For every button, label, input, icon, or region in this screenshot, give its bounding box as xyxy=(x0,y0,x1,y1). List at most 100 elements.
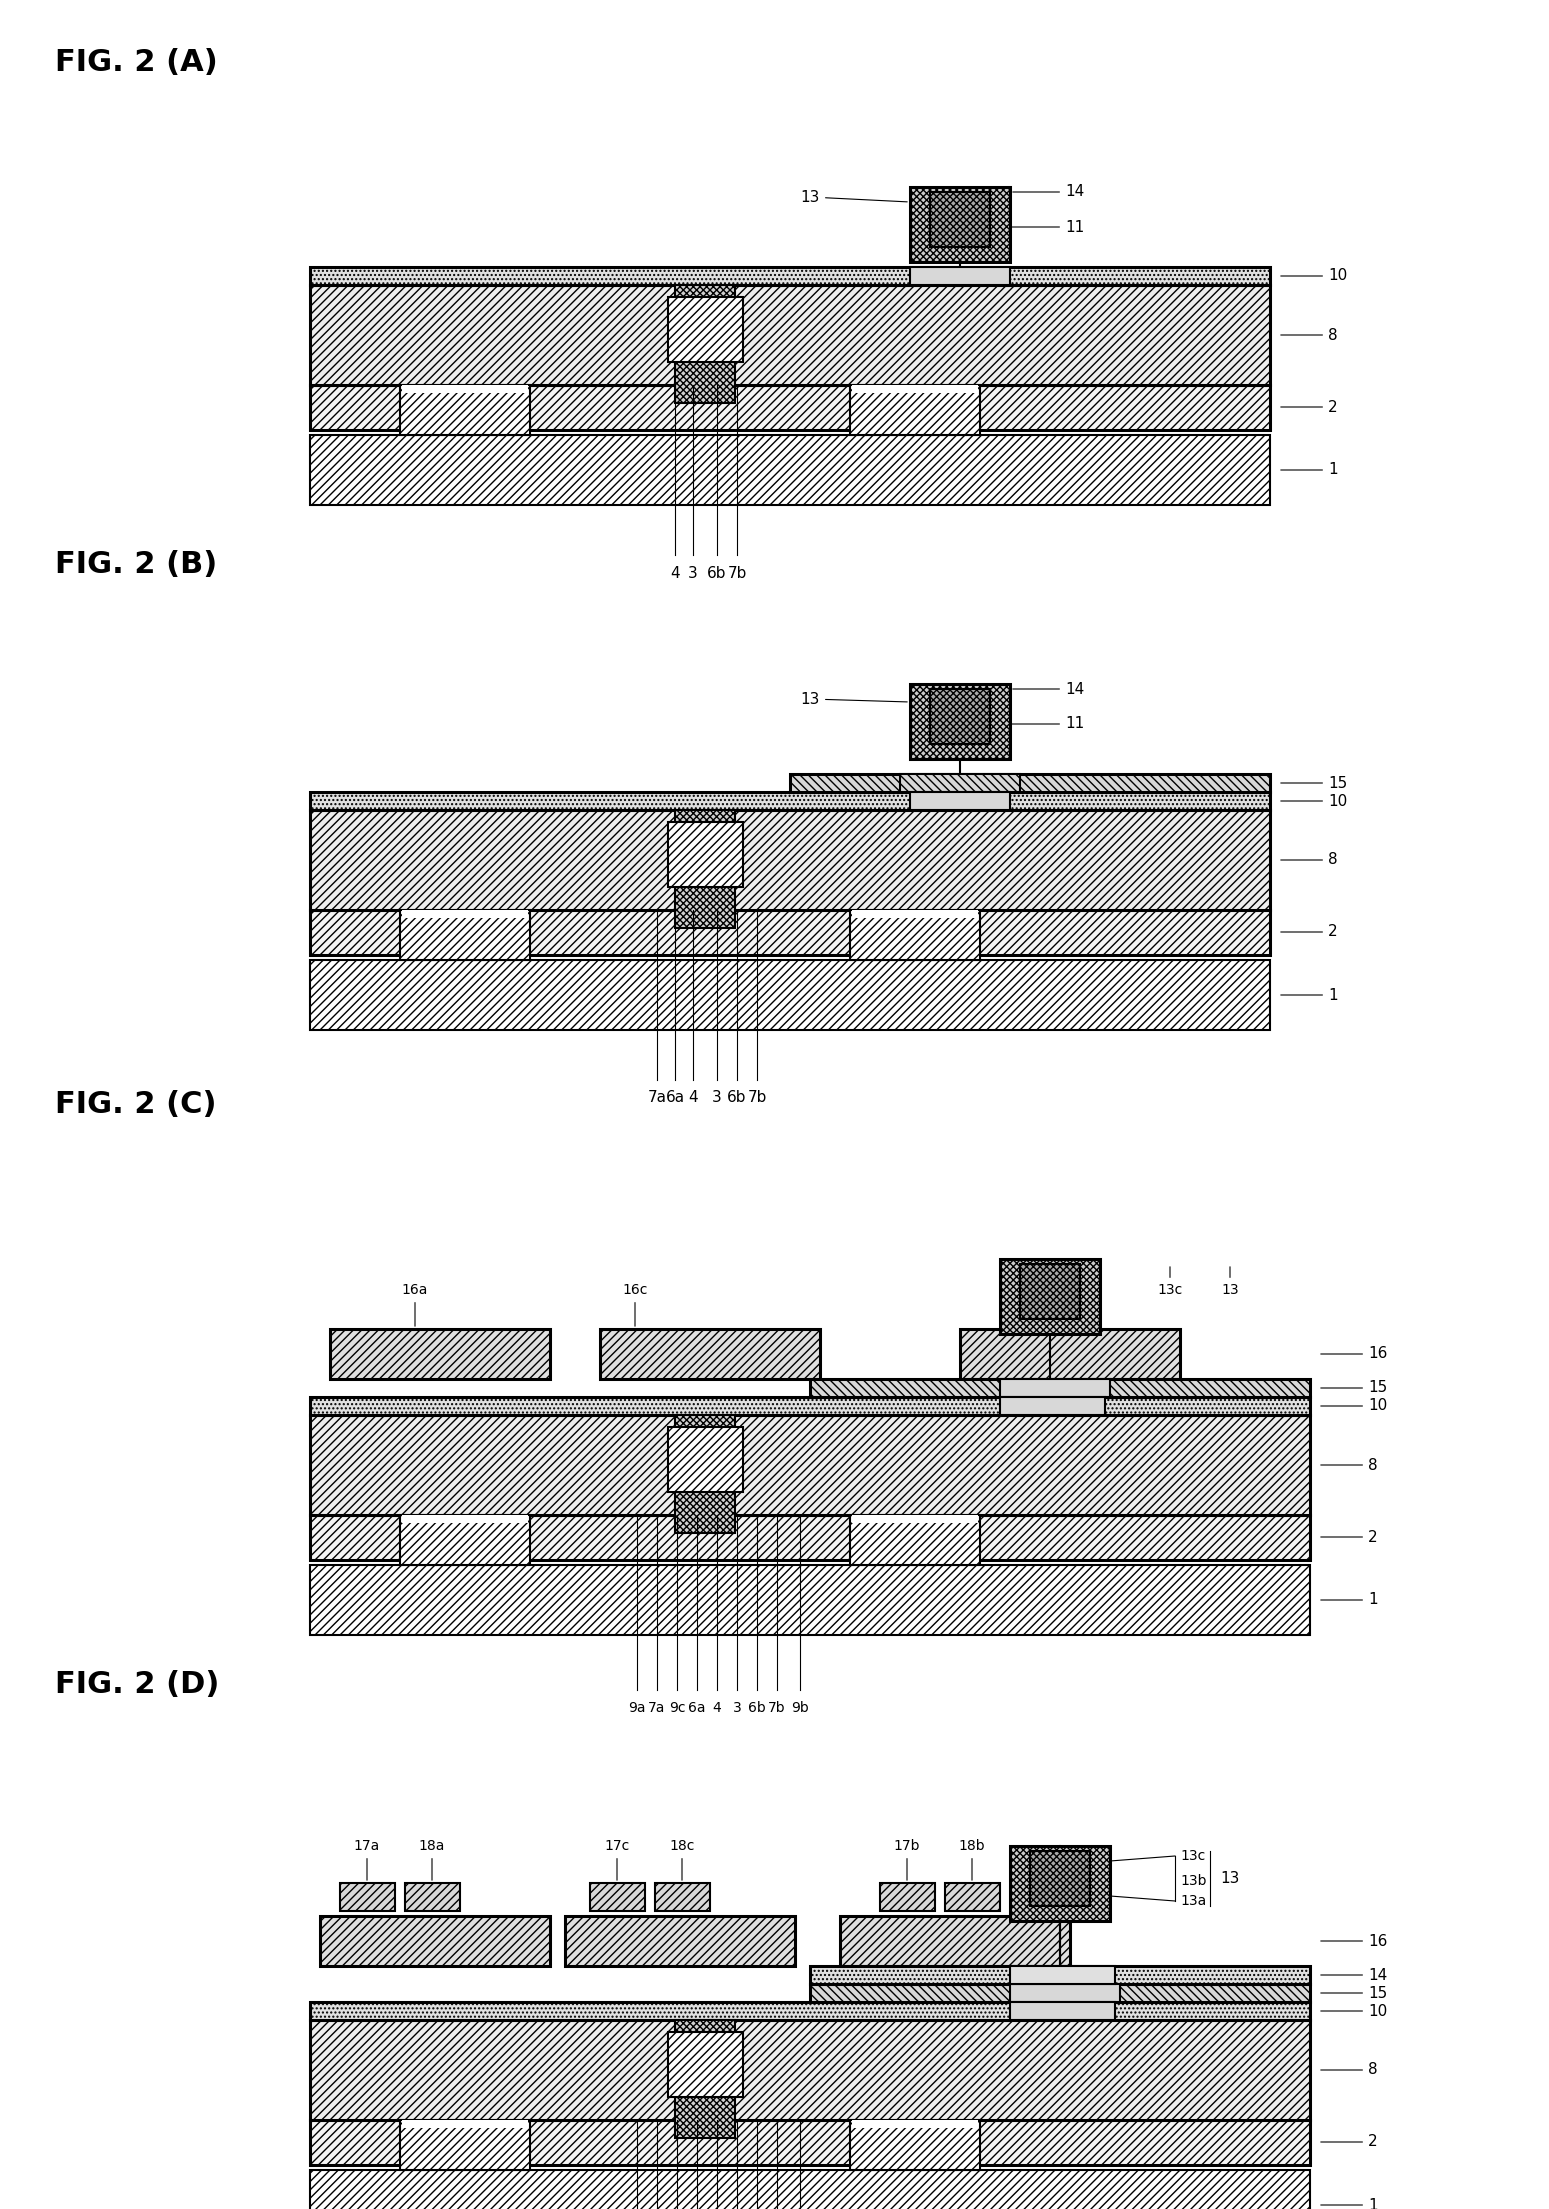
Bar xyxy=(1001,1396,1104,1416)
Bar xyxy=(668,822,744,888)
Text: 11: 11 xyxy=(1036,1845,1060,1977)
Bar xyxy=(675,811,734,928)
Text: 8: 8 xyxy=(1281,327,1338,342)
Bar xyxy=(909,685,1010,760)
Text: 1: 1 xyxy=(1321,2198,1377,2209)
Text: 9c: 9c xyxy=(669,1701,685,1714)
Text: 15: 15 xyxy=(1321,1986,1388,2001)
Bar xyxy=(310,811,1270,910)
Bar xyxy=(400,2121,530,2169)
Bar xyxy=(403,2121,528,2127)
Bar xyxy=(404,1882,460,1911)
Bar xyxy=(310,1416,1310,1515)
Bar xyxy=(310,435,1270,506)
Bar xyxy=(929,192,990,247)
Text: 7a: 7a xyxy=(649,1701,666,1714)
Bar xyxy=(339,1882,395,1911)
Text: 14: 14 xyxy=(1013,186,1084,199)
Bar xyxy=(668,2032,744,2096)
Bar xyxy=(400,1515,530,1564)
Text: 16: 16 xyxy=(1321,1933,1388,1948)
Bar xyxy=(945,1882,1001,1911)
Text: 13c: 13c xyxy=(1180,1849,1205,1862)
Bar xyxy=(310,1396,1310,1416)
Text: 1: 1 xyxy=(1281,987,1338,1003)
Text: 16c: 16c xyxy=(623,1283,647,1325)
Bar xyxy=(675,1416,734,1533)
Text: 8: 8 xyxy=(1321,1458,1377,1473)
Bar xyxy=(850,2121,981,2169)
Text: 18a: 18a xyxy=(418,1840,445,1880)
Bar xyxy=(1030,1851,1090,1906)
Bar xyxy=(310,1564,1310,1635)
Text: 11: 11 xyxy=(1008,219,1084,234)
Text: 13: 13 xyxy=(1221,1266,1239,1297)
Text: 16a: 16a xyxy=(401,1283,428,1325)
Bar xyxy=(400,384,530,435)
Text: 14: 14 xyxy=(1013,683,1084,696)
Text: 8: 8 xyxy=(1281,853,1338,868)
Text: 2: 2 xyxy=(1281,400,1338,415)
Text: 6a: 6a xyxy=(666,1091,685,1104)
Text: 8: 8 xyxy=(1321,2063,1377,2076)
Bar xyxy=(310,2019,1310,2121)
Text: 14: 14 xyxy=(1321,1968,1388,1981)
Text: 10: 10 xyxy=(1281,793,1348,808)
Text: FIG. 2 (B): FIG. 2 (B) xyxy=(56,550,217,579)
Bar xyxy=(1001,1378,1111,1396)
Bar xyxy=(1010,1847,1111,1922)
Bar xyxy=(310,2001,1310,2019)
Bar xyxy=(310,910,1270,954)
Bar xyxy=(565,1915,795,1966)
Text: 11: 11 xyxy=(1032,1283,1049,1376)
Text: 3: 3 xyxy=(688,566,699,581)
Text: 16b: 16b xyxy=(1072,1283,1098,1325)
Bar xyxy=(900,773,1019,793)
Text: 11: 11 xyxy=(1008,716,1084,731)
Text: 7b: 7b xyxy=(728,566,747,581)
Bar xyxy=(310,285,1270,384)
Bar xyxy=(403,1515,528,1522)
Bar xyxy=(400,910,530,961)
Text: 7a: 7a xyxy=(647,1091,666,1104)
Bar xyxy=(850,384,981,435)
Bar xyxy=(810,1378,1310,1396)
Text: FIG. 2 (D): FIG. 2 (D) xyxy=(56,1670,220,1699)
Bar xyxy=(810,1984,1310,2001)
Bar xyxy=(310,793,1270,811)
Bar xyxy=(880,1882,936,1911)
Bar xyxy=(310,267,1270,285)
Text: 13b: 13b xyxy=(1180,1873,1207,1889)
Bar xyxy=(850,1515,981,1564)
Bar xyxy=(909,267,1010,285)
Text: 4: 4 xyxy=(713,1701,722,1714)
Bar xyxy=(852,910,977,919)
Bar xyxy=(1010,2001,1115,2019)
Text: 10: 10 xyxy=(1321,2004,1388,2019)
Bar xyxy=(1001,1259,1100,1334)
Bar xyxy=(790,773,1270,793)
Text: 7b: 7b xyxy=(768,1701,785,1714)
Bar xyxy=(850,910,981,961)
Text: 17b: 17b xyxy=(894,1840,920,1880)
Bar xyxy=(330,1330,550,1378)
Text: 10: 10 xyxy=(1281,269,1348,283)
Bar xyxy=(655,1882,709,1911)
Bar xyxy=(668,296,744,362)
Bar xyxy=(960,1330,1180,1378)
Text: 13: 13 xyxy=(1221,1871,1239,1886)
Text: 2: 2 xyxy=(1321,2134,1377,2149)
Bar xyxy=(810,1966,1310,1984)
Text: FIG. 2 (A): FIG. 2 (A) xyxy=(56,49,218,77)
Text: 1: 1 xyxy=(1321,1593,1377,1608)
Bar xyxy=(310,961,1270,1029)
Text: 18c: 18c xyxy=(669,1840,694,1880)
Text: 15: 15 xyxy=(1321,1381,1388,1396)
Text: FIG. 2 (C): FIG. 2 (C) xyxy=(56,1089,217,1120)
Text: 10: 10 xyxy=(1321,1398,1388,1414)
Bar xyxy=(310,2169,1310,2209)
Bar xyxy=(310,384,1270,431)
Text: 13: 13 xyxy=(801,691,908,707)
Text: 9a: 9a xyxy=(629,1701,646,1714)
Text: 13: 13 xyxy=(801,190,908,205)
